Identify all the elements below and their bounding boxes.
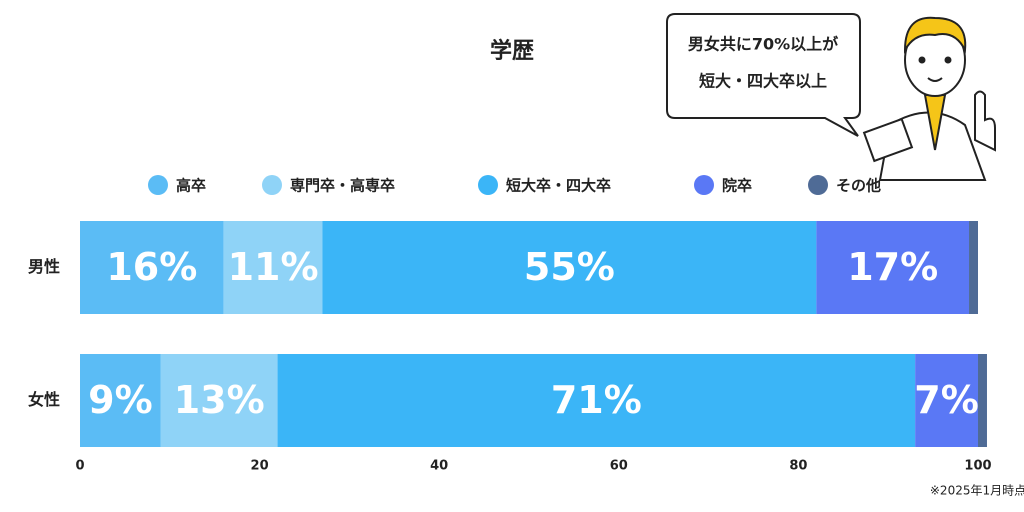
x-tick-label: 100 — [964, 459, 991, 474]
bar-segment — [80, 354, 161, 447]
data-label: 7% — [914, 378, 979, 422]
legend-swatch — [478, 175, 498, 195]
legend-swatch — [148, 175, 168, 195]
x-tick-label: 80 — [789, 459, 807, 474]
x-tick-label: 60 — [610, 459, 628, 474]
data-label: 16% — [106, 245, 197, 289]
x-tick-label: 0 — [75, 459, 84, 474]
x-tick-label: 40 — [430, 459, 448, 474]
y-tick-label: 女性 — [28, 390, 60, 409]
data-label: 9% — [88, 378, 153, 422]
data-label: 71% — [551, 378, 642, 422]
bar-segment — [978, 354, 987, 447]
data-label: 55% — [524, 245, 615, 289]
annotation: 男女共に70%以上が — [688, 35, 838, 54]
bar-segment — [322, 221, 817, 314]
bar-segment — [277, 354, 916, 447]
chart-title: 学歴 — [490, 38, 534, 64]
legend-swatch — [694, 175, 714, 195]
footnote: ※2025年1月時点 — [930, 484, 1024, 498]
x-tick-label: 20 — [251, 459, 269, 474]
speech-bubble — [666, 13, 861, 137]
legend-label: 専門卒・高専卒 — [290, 177, 395, 195]
data-label: 11% — [228, 245, 319, 289]
legend-swatch — [808, 175, 828, 195]
bar-segment — [223, 221, 323, 314]
legend-label: 院卒 — [722, 177, 752, 195]
legend-swatch — [262, 175, 282, 195]
annotation: 短大・四大卒以上 — [699, 72, 827, 91]
data-label: 13% — [174, 378, 265, 422]
legend-label: その他 — [836, 177, 881, 195]
y-tick-label: 男性 — [28, 257, 60, 276]
bar-segment — [816, 221, 970, 314]
legend-label: 高卒 — [176, 177, 206, 195]
data-label: 17% — [847, 245, 938, 289]
legend-label: 短大卒・四大卒 — [506, 177, 611, 195]
bar-segment — [915, 354, 978, 447]
bar-segment — [969, 221, 978, 314]
character-illustration — [862, 16, 996, 181]
bar-segment — [160, 354, 278, 447]
bar-segment — [80, 221, 224, 314]
